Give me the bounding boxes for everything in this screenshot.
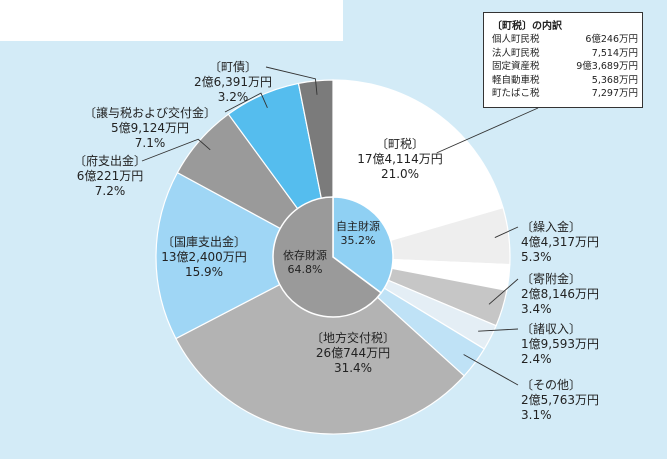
slice-label: 2億6,391万円 [194,75,272,89]
slice-label: 〔諸収入〕 [521,321,581,336]
slice-label: 21.0% [381,167,419,181]
slice-label: 1億9,593万円 [521,337,599,351]
slice-label: 6億221万円 [77,169,144,183]
leader-line [478,328,519,332]
breakdown-leader-line [436,107,539,154]
slice-label: 〔町税〕 [376,137,424,151]
breakdown-item-name: 個人町民税 [492,34,540,45]
slice-label: 〔譲与税および交付金〕 [84,105,216,120]
breakdown-row: 法人町民税 7,514万円 [492,47,638,61]
inner-slice-label: 自主財源 [336,219,380,233]
leader-line [463,354,519,386]
white-corner-panel [0,0,343,41]
breakdown-item-name: 町たばこ税 [492,88,540,99]
breakdown-item-name: 法人町民税 [492,47,540,59]
slice-label: 3.1% [521,408,552,422]
slice-label: 31.4% [334,361,372,375]
breakdown-row: 固定資産税 9億3,689万円 [492,60,638,74]
slice-label: 5億9,124万円 [111,121,189,135]
slice-label: 〔繰入金〕 [521,219,581,234]
slice-label: 〔町債〕 [209,59,257,74]
slice-label: 〔その他〕 [521,378,581,392]
slice-label: 〔国庫支出金〕 [162,234,246,249]
slice-label: 2億5,763万円 [521,393,599,407]
slice-label: 〔寄附金〕 [521,271,581,286]
slice-label: 13億2,400万円 [161,250,247,264]
pie-slice [155,171,335,340]
slice-label: 17億4,114万円 [357,152,443,166]
town-tax-breakdown-box: 〔町税〕の内訳 個人町民税 6億246万円 法人町民税 7,514万円 固定資産… [483,12,643,108]
inner-pie-slice [272,196,383,318]
breakdown-item-value: 9億3,689万円 [576,61,638,72]
inner-slice-label: 64.8% [288,263,323,276]
breakdown-title: 〔町税〕の内訳 [492,21,562,32]
slice-label: 3.4% [521,302,552,316]
breakdown-row: 個人町民税 6億246万円 [492,33,638,47]
pie-slice [332,79,504,258]
slice-label: 4億4,317万円 [521,235,599,249]
slice-label: 26億744万円 [316,346,390,360]
leader-line [265,66,318,95]
breakdown-item-name: 固定資産税 [492,61,540,72]
slice-label: 7.1% [135,136,166,150]
breakdown-item-name: 軽自動車税 [492,74,540,86]
breakdown-row: 軽自動車税 5,368万円 [492,74,638,88]
slice-label: 7.2% [95,184,126,198]
leader-line [224,92,268,113]
slice-label: 2.4% [521,352,552,366]
breakdown-row: 町たばこ税 7,297万円 [492,87,638,101]
slice-label: 15.9% [185,265,223,279]
inner-slice-label: 依存財源 [283,248,327,262]
slice-label: 3.2% [218,90,249,104]
slice-label: 2億8,146万円 [521,287,599,301]
slice-label: 〔地方交付税〕 [311,330,395,345]
breakdown-item-value: 7,297万円 [591,88,638,99]
slice-label: 〔府支出金〕 [74,153,146,168]
inner-slice-label: 35.2% [341,234,376,247]
breakdown-item-value: 6億246万円 [585,34,638,45]
leader-line [488,278,519,305]
leader-line [494,226,519,238]
slice-label: 5.3% [521,250,552,264]
inner-pie-slice [332,196,394,294]
leader-line [141,138,211,162]
breakdown-item-value: 5,368万円 [591,74,638,86]
breakdown-item-value: 7,514万円 [591,47,638,59]
